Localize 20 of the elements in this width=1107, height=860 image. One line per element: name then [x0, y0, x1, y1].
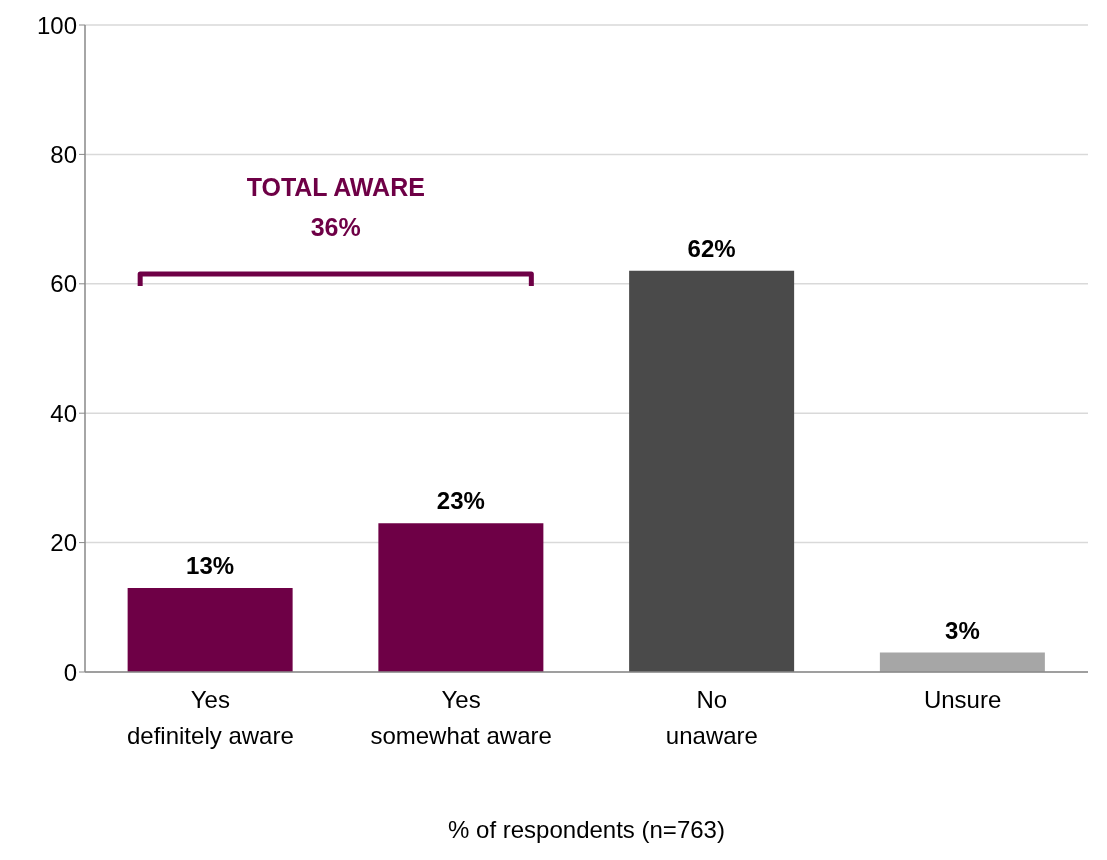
- y-tick-label: 60: [50, 270, 77, 298]
- data-label: 62%: [687, 234, 736, 262]
- data-label: 13%: [186, 551, 235, 579]
- bar: [378, 523, 544, 672]
- y-tick-label: 100: [36, 11, 77, 39]
- bar: [127, 587, 293, 672]
- x-tick-label: No unaware: [665, 686, 758, 749]
- y-tick-label: 80: [50, 140, 77, 168]
- x-axis-title: % of respondents (n=763): [448, 816, 725, 843]
- bar: [879, 652, 1045, 672]
- bar: [629, 270, 795, 672]
- annotation: TOTAL AWARE 36%: [246, 173, 425, 242]
- y-tick-label: 40: [50, 399, 77, 427]
- x-tick-label: Yes definitely aware: [126, 686, 294, 749]
- data-label: 3%: [945, 616, 980, 644]
- y-tick-label: 0: [63, 658, 77, 686]
- x-tick-label: Unsure: [923, 686, 1002, 713]
- data-label: 23%: [436, 487, 485, 515]
- x-tick-label: Yes somewhat aware: [370, 686, 552, 749]
- y-tick-label: 20: [50, 529, 77, 557]
